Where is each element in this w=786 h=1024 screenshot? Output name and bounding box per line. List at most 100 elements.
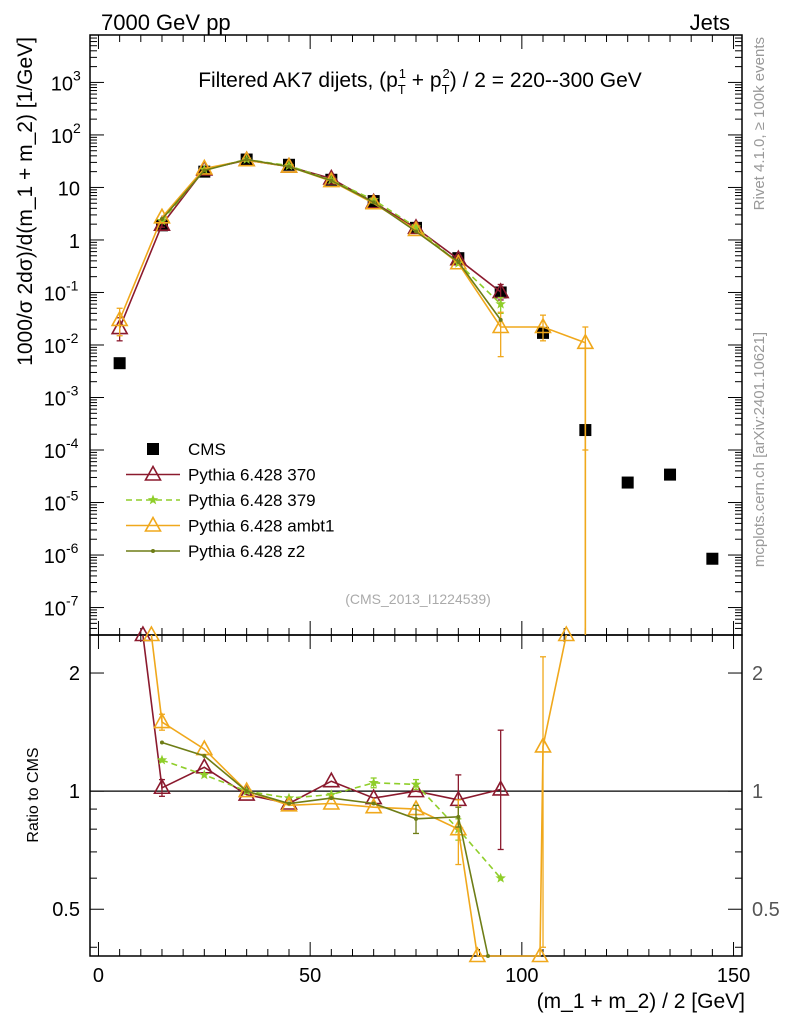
main-y-tick-label: 10: [44, 599, 66, 621]
main-y-tick-label: 10: [44, 283, 66, 305]
x-tick-label: 100: [505, 965, 538, 987]
title-sub2: T: [442, 82, 450, 97]
ratio-data-point: [491, 779, 510, 796]
main-y-tick-exponent: -5: [66, 488, 79, 504]
ratio-data-point: [364, 797, 383, 814]
x-tick-label: 0: [93, 965, 104, 987]
ratio-y-tick-label-right: 0.5: [752, 899, 780, 921]
main-data-point: [237, 150, 256, 167]
ratio-series: [134, 625, 576, 963]
main-y-tick-exponent: -7: [66, 593, 79, 609]
main-data-point: [495, 298, 506, 309]
ratio-data-point: [495, 872, 506, 883]
x-axis-label: (m_1 + m_2) / 2 [GeV]: [537, 990, 745, 1013]
main-y-tick-exponent: -6: [66, 540, 79, 556]
ratio-data-point: [286, 801, 291, 806]
ratio-data-point: [456, 814, 461, 819]
main-data-point: [364, 193, 383, 210]
ratio-data-point: [371, 801, 376, 806]
legend-marker: [147, 443, 159, 455]
header-energy-label: 7000 GeV pp: [101, 10, 231, 35]
main-data-point: [368, 194, 379, 205]
main-data-point: [621, 476, 634, 489]
ratio-series-line: [150, 634, 568, 957]
title-sub1: T: [398, 82, 406, 97]
ratio-series-2: [142, 625, 576, 963]
ratio-series-3: [159, 740, 490, 958]
main-y-tick-exponent: -1: [66, 277, 79, 293]
legend-label: Pythia 6.428 z2: [188, 542, 305, 561]
legend-label: Pythia 6.428 379: [188, 491, 316, 510]
ratio-data-point: [531, 946, 549, 963]
main-y-axis-label: 1000/σ 2dσ)/d(m_1 + m_2) [1/GeV]: [14, 37, 37, 366]
ratio-series-line: [142, 634, 501, 805]
legend-marker: [144, 464, 162, 481]
legend-item: Pythia 6.428 370: [126, 464, 316, 485]
main-data-point: [153, 207, 171, 224]
main-data-point: [286, 164, 291, 169]
legend-item: Pythia 6.428 ambt1: [126, 515, 334, 536]
main-y-tick-label: 10: [44, 441, 66, 463]
ratio-data-point: [322, 771, 341, 788]
ratio-data-point: [195, 739, 214, 756]
main-data-point: [195, 158, 214, 175]
main-data-point: [534, 317, 552, 334]
main-title: Filtered AK7 dijets, (pT1 + pT2) / 2 = 2…: [198, 66, 642, 97]
legend-label: Pythia 6.428 370: [188, 466, 316, 485]
legend-item: Pythia 6.428 z2: [126, 542, 305, 561]
ratio-data-point: [468, 946, 487, 963]
legend: CMS Pythia 6.428 370 Pythia 6.428 379 Pythi…: [126, 440, 334, 561]
main-y-tick-label: 10: [44, 494, 66, 516]
ratio-data-point: [368, 777, 379, 788]
main-y-tick-label: 10: [44, 336, 66, 358]
main-data-point: [664, 468, 677, 481]
ratio-data-point: [153, 778, 171, 795]
main-data-point: [202, 168, 207, 173]
legend-label: CMS: [188, 440, 226, 459]
rivet-version-label: Rivet 4.1.0, ≥ 100k events: [751, 37, 768, 210]
main-data-point: [329, 178, 334, 183]
main-y-tick-label: 10: [58, 178, 80, 200]
title-sup1: 1: [399, 66, 406, 81]
title-tail: ) / 2 = 220--300 GeV: [450, 69, 642, 92]
header-jets-label: Jets: [690, 10, 730, 35]
ratio-data-point: [407, 781, 425, 798]
main-y-tick-label: 10: [44, 388, 66, 410]
ratio-y-tick-label: 2: [69, 663, 80, 685]
ratio-data-point: [534, 736, 552, 753]
ratio-data-point: [322, 793, 341, 810]
ratio-data-point: [199, 769, 210, 780]
ratio-data-point: [134, 625, 152, 642]
main-data-point: [371, 200, 376, 205]
main-data-point: [110, 310, 129, 327]
ratio-data-point: [329, 796, 334, 801]
main-data-point: [491, 317, 510, 334]
ratio-data-point: [156, 754, 168, 765]
main-y-tick-label: 10: [44, 546, 66, 568]
legend-marker: [147, 494, 159, 505]
ratio-data-point: [153, 712, 171, 729]
main-data-point: [244, 157, 249, 162]
ratio-data-point: [202, 753, 207, 758]
main-data-point: [456, 260, 461, 265]
ratio-data-point: [237, 784, 256, 801]
title-mid: + p: [406, 69, 442, 92]
ratio-y-tick-label: 1: [69, 781, 80, 803]
ratio-data-point: [414, 816, 418, 821]
legend-item: Pythia 6.428 379: [126, 491, 316, 510]
main-y-tick-exponent: -4: [66, 435, 79, 451]
ratio-data-point: [410, 778, 422, 789]
ratio-y-axis-label: Ratio to CMS: [25, 747, 42, 842]
legend-label: Pythia 6.428 ambt1: [188, 517, 334, 536]
main-y-tick-exponent: -2: [66, 330, 79, 346]
main-y-tick-label: 1: [69, 231, 80, 253]
main-series-4: [159, 157, 503, 322]
main-data-point: [498, 317, 503, 322]
ratio-data-point: [142, 625, 161, 642]
mcplots-label: mcplots.cern.ch [arXiv:2401.10621]: [751, 332, 768, 567]
main-series-line: [118, 159, 502, 329]
title-lead: Filtered AK7 dijets, (p: [198, 69, 398, 92]
legend-marker: [144, 515, 162, 532]
title-sup2: 2: [443, 66, 450, 81]
